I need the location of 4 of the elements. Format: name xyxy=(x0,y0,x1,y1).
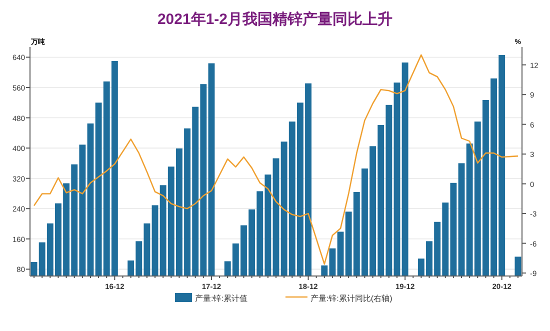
legend-label: 产量:锌:累计值 xyxy=(195,294,248,303)
chart-title: 2021年1-2月我国精锌产量同比上升 xyxy=(157,11,393,28)
legend-label: 产量:锌:累计同比(右轴) xyxy=(310,294,393,303)
line-series xyxy=(33,54,519,265)
